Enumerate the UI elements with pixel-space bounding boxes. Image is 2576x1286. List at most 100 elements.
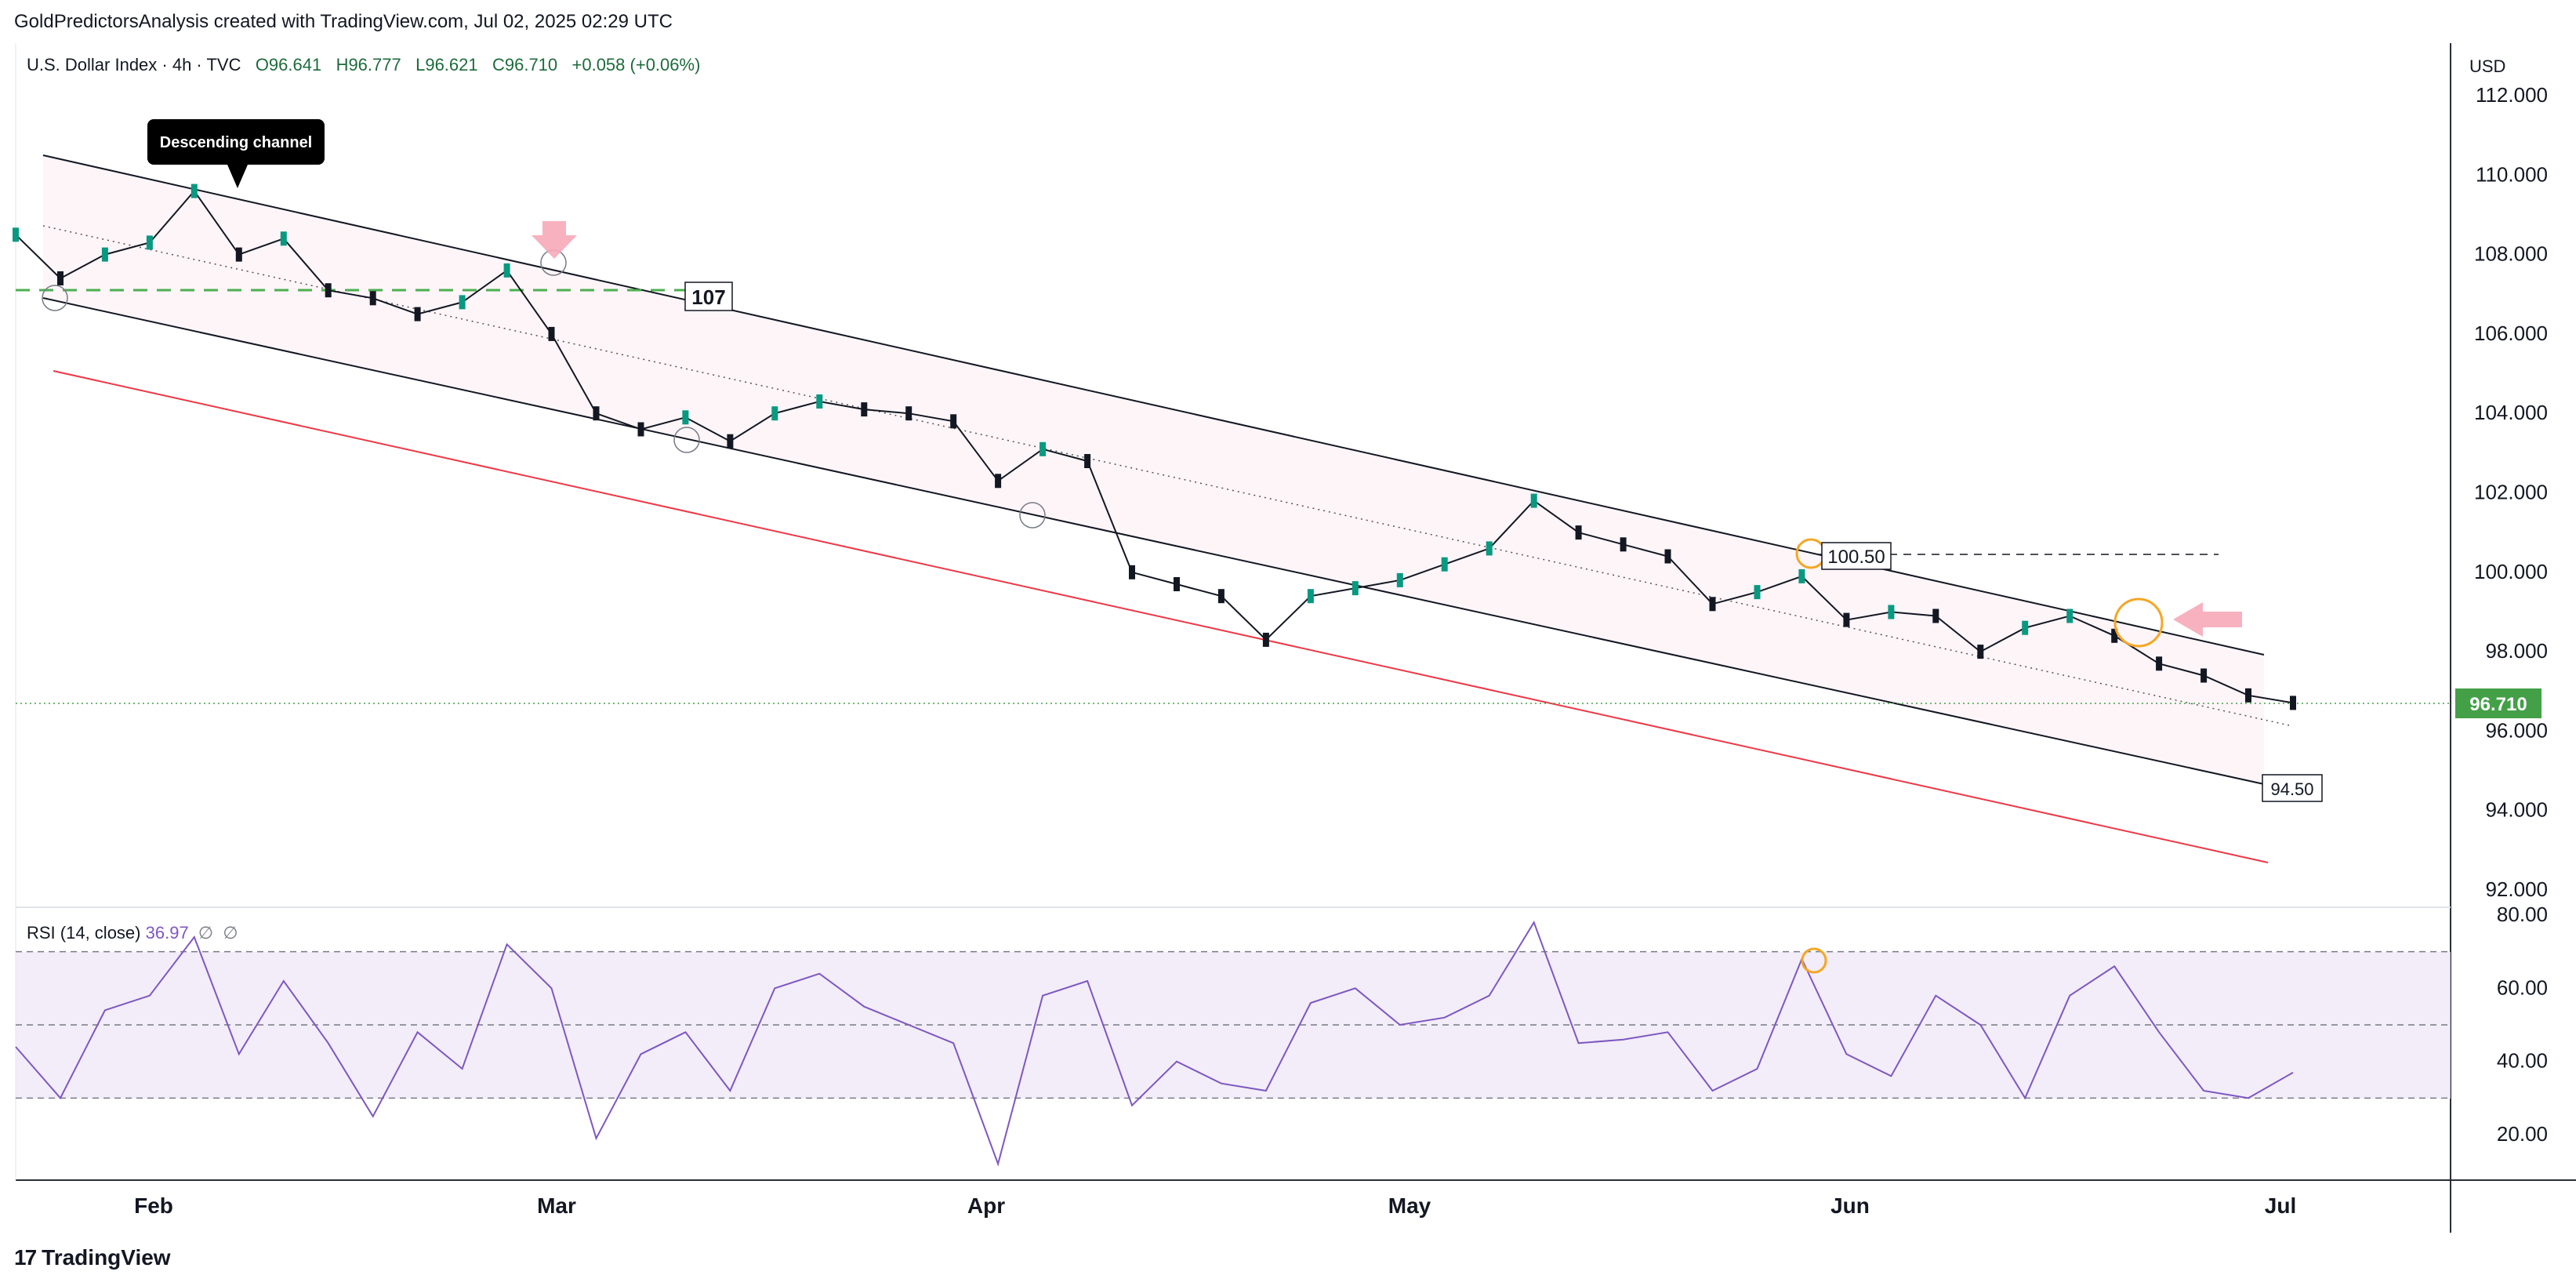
price-point (905, 406, 912, 421)
rsi-band (16, 952, 2451, 1099)
price-tick-label: 98.000 (2485, 639, 2548, 663)
rsi-tick-label: 40.00 (2497, 1049, 2548, 1073)
price-point (816, 394, 823, 409)
price-tick-label: 112.000 (2476, 83, 2548, 107)
price-point (1441, 557, 1448, 572)
price-tick-label: 102.000 (2474, 481, 2548, 504)
price-line (15, 189, 2294, 704)
price-point (325, 283, 332, 298)
channel-label: Descending channel (160, 134, 313, 151)
price-point (190, 183, 198, 198)
currency-label[interactable]: USD (2469, 56, 2506, 76)
tradingview-logo-icon: 17 (14, 1245, 37, 1270)
rsi-tick-label: 80.00 (2497, 903, 2548, 926)
price-point (593, 406, 600, 421)
price-tick-label: 94.000 (2485, 798, 2548, 822)
price-point (459, 295, 466, 310)
legend-high: H96.777 (336, 55, 401, 74)
price-point (1174, 577, 1180, 591)
time-tick-label: Jul (2265, 1193, 2296, 1218)
price-tick-label: 92.000 (2485, 877, 2548, 901)
legend-change: +0.058 (+0.06%) (571, 55, 701, 74)
price-point (369, 291, 376, 306)
price-tick-label: 110.000 (2476, 162, 2548, 186)
price-point (2156, 656, 2163, 671)
price-point (1396, 572, 1403, 587)
price-point (861, 402, 868, 417)
price-point (995, 474, 1002, 489)
rsi-line (15, 921, 2294, 1167)
channel-fill (43, 155, 2264, 784)
channel-upper-line (42, 154, 2265, 656)
price-point (1798, 569, 1805, 583)
down-arrow-icon (532, 221, 577, 259)
price-point (1620, 537, 1627, 552)
level-94-50-text: 94.50 (2270, 779, 2313, 799)
price-point (2111, 628, 2118, 643)
price-point (1843, 612, 1850, 627)
legend-close: C96.710 (492, 55, 558, 74)
price-point (13, 227, 19, 242)
time-tick-label: Jun (1830, 1193, 1870, 1218)
support-red-line (53, 370, 2269, 863)
time-tick-label: Apr (967, 1193, 1005, 1218)
last-price-text: 96.710 (2469, 694, 2527, 715)
price-point (771, 406, 778, 421)
descending-channel-callout[interactable]: Descending channel (147, 119, 325, 188)
time-tick-label: Mar (537, 1193, 576, 1218)
price-point (57, 271, 63, 285)
price-tick-label: 106.000 (2474, 322, 2548, 345)
price-point (1888, 605, 1895, 619)
price-point (1307, 589, 1314, 604)
price-point (503, 263, 510, 278)
time-tick-label: May (1388, 1193, 1431, 1218)
price-point (414, 307, 421, 322)
price-point (1486, 541, 1493, 556)
level-100-50-label: 100.50 (1821, 542, 1892, 570)
price-point (1084, 454, 1091, 468)
price-tick-label: 108.000 (2474, 242, 2548, 266)
left-arrow-icon (2173, 602, 2242, 637)
pivot-circle (673, 427, 700, 453)
price-tick-label: 104.000 (2474, 401, 2548, 424)
channel-lower-line (42, 297, 2265, 785)
price-point (2245, 688, 2251, 703)
price-point (1977, 645, 1984, 659)
price-point (1575, 525, 1582, 540)
price-point (235, 247, 242, 262)
price-point (101, 247, 108, 262)
symbol-legend: U.S. Dollar Index · 4h · TVC O96.641 H96… (27, 55, 700, 75)
rsi-value: 36.97 (145, 923, 189, 943)
rsi-legend: RSI (14, close) 36.97 ∅ ∅ (27, 923, 238, 943)
price-point (1039, 441, 1047, 456)
chart-credit: GoldPredictorsAnalysis created with Trad… (14, 11, 673, 32)
price-point (682, 410, 689, 425)
last-price-tag: 96.710 (2455, 688, 2542, 718)
level-100-50-text: 100.50 (1827, 547, 1885, 568)
price-point (2200, 668, 2208, 683)
price-point (1262, 632, 1269, 647)
price-point (1932, 608, 1939, 623)
level-94-50-label: 94.50 (2262, 774, 2323, 802)
symbol-name[interactable]: U.S. Dollar Index · 4h · TVC (27, 55, 241, 74)
legend-low: L96.621 (415, 55, 478, 74)
pivot-circle (42, 285, 68, 311)
price-point (1129, 565, 1135, 579)
level-107-label: 107 (684, 282, 733, 311)
rsi-label[interactable]: RSI (14, close) (27, 923, 141, 943)
price-point (1530, 493, 1537, 508)
price-point (1351, 581, 1359, 596)
brand-name: TradingView (42, 1245, 171, 1270)
rsi-tick-label: 60.00 (2497, 975, 2548, 999)
price-point (146, 235, 153, 250)
price-tick-label: 96.000 (2485, 718, 2548, 742)
price-point (1709, 597, 1716, 612)
price-point (1217, 589, 1225, 604)
price-point (727, 434, 734, 449)
tradingview-logo[interactable]: 17 TradingView (14, 1245, 171, 1270)
price-tick-label: 100.000 (2474, 560, 2548, 583)
rsi-extra-1: ∅ (198, 923, 214, 943)
price-point (950, 414, 957, 429)
level-107-text: 107 (691, 285, 725, 309)
